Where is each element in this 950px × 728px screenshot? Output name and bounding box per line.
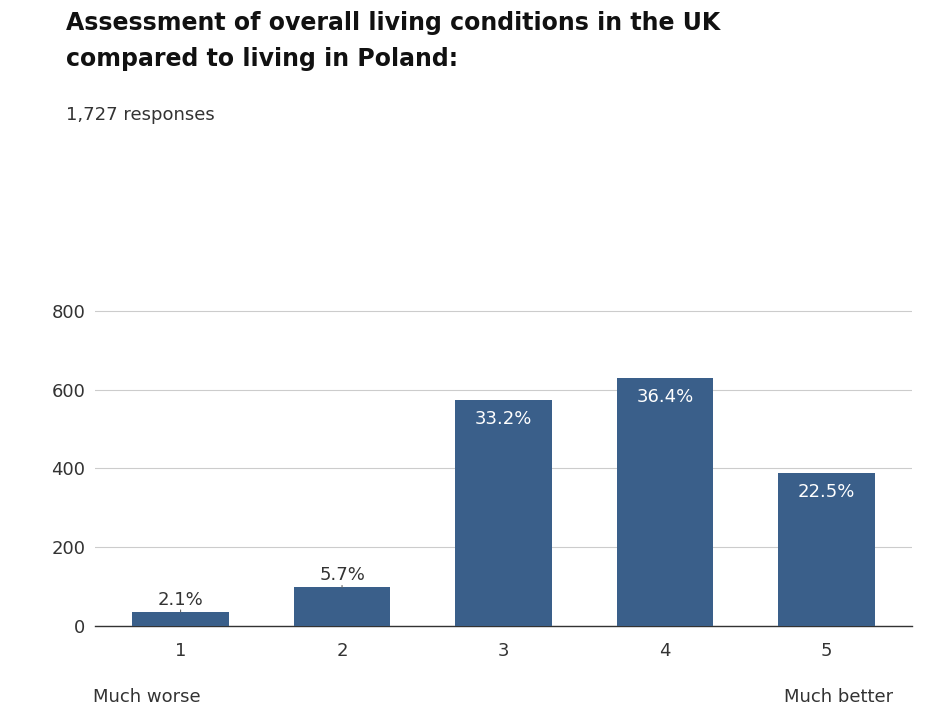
Text: 1,727 responses: 1,727 responses	[66, 106, 216, 124]
Text: Much better: Much better	[785, 688, 893, 706]
Bar	[778, 472, 875, 626]
Text: 2.1%: 2.1%	[158, 590, 203, 609]
Bar	[132, 612, 229, 626]
Text: 33.2%: 33.2%	[475, 410, 532, 428]
Text: compared to living in Poland:: compared to living in Poland:	[66, 47, 459, 71]
Text: Much worse: Much worse	[93, 688, 201, 706]
Text: 36.4%: 36.4%	[636, 388, 694, 406]
Bar	[455, 400, 552, 626]
Bar	[617, 379, 713, 626]
Text: 22.5%: 22.5%	[798, 483, 855, 501]
Text: Assessment of overall living conditions in the UK: Assessment of overall living conditions …	[66, 11, 721, 35]
Text: 5.7%: 5.7%	[319, 566, 365, 585]
Bar	[294, 587, 390, 626]
